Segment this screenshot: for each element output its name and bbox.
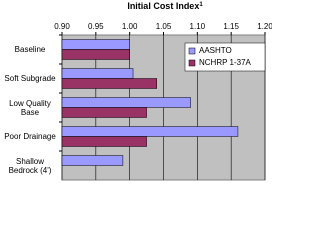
y-tick-label: Low Quality Base [9,98,51,117]
title-text: Initial Cost Index [127,1,199,11]
y-tick-label: Baseline [14,45,46,54]
legend-swatch [188,59,196,67]
y-tick-label: Soft Subgrade [4,74,56,83]
x-tick-label: 0.95 [88,22,104,31]
bar [61,136,147,147]
x-tick-label: 1.00 [122,22,138,31]
bar [61,155,124,166]
chart-title: Initial Cost Index1 [127,1,203,11]
bar [61,68,134,79]
x-tick-label: 1.15 [223,22,239,31]
y-tick-label: Poor Drainage [4,132,56,141]
legend-swatch [188,47,196,55]
bar [61,126,239,137]
title-note: 1 [199,2,203,8]
legend-label: AASHTO [199,46,232,55]
bar [61,97,191,108]
legend-box [184,42,266,72]
legend: AASHTO NCHRP 1-37A [184,42,266,72]
x-tick-label: 1.20 [257,22,272,31]
x-tick-label: 1.05 [156,22,172,31]
bar [61,107,147,118]
bar [61,49,130,60]
x-tick-label: 0.90 [54,22,70,31]
bar [61,78,157,89]
bar [61,39,130,50]
chart: Initial Cost Index1 0.90 0.95 1.00 1.05 1.10… [4,1,272,181]
x-tick-label: 1.10 [190,22,206,31]
y-tick-label: Shallow Bedrock (4') [8,156,52,175]
legend-label: NCHRP 1-37A [199,58,252,67]
chart-svg: Initial Cost Index1 0.90 0.95 1.00 1.05 1.10… [54,1,272,181]
